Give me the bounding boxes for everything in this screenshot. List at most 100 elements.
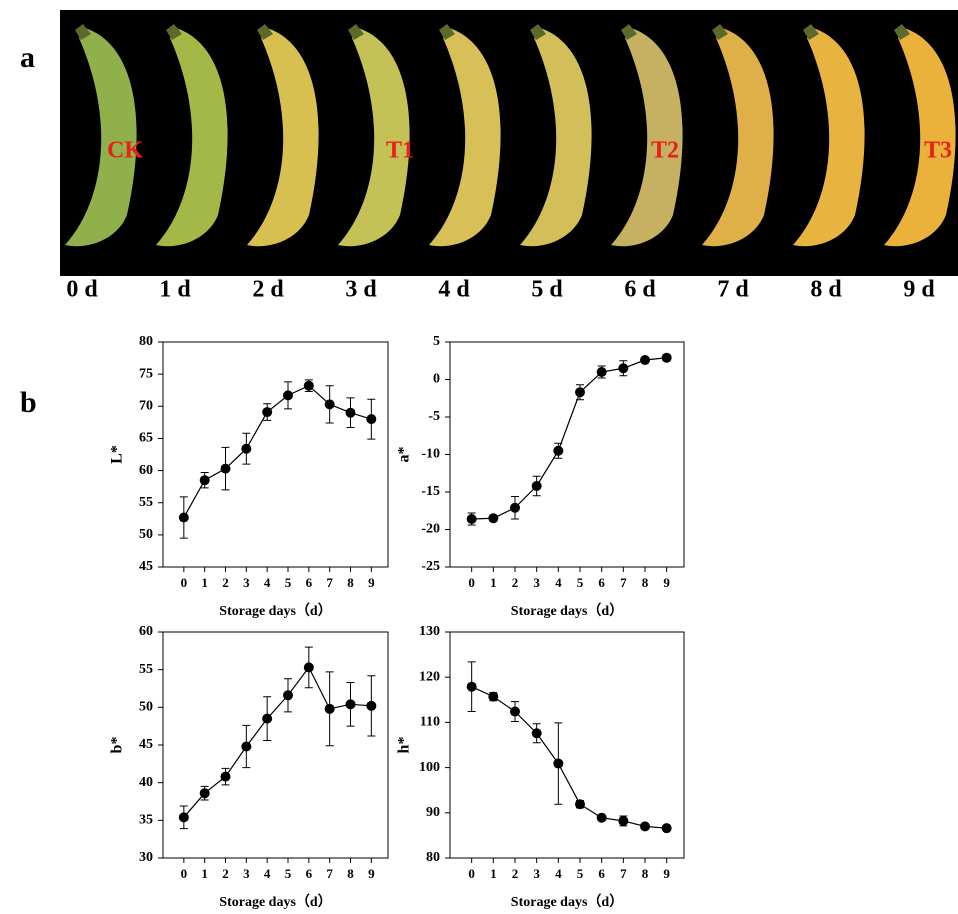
banana	[520, 28, 592, 247]
x-tick-label: 8	[642, 866, 649, 881]
x-tick-label: 3	[533, 866, 540, 881]
x-tick-label: 6	[306, 575, 313, 590]
day-label: 6 d	[624, 277, 656, 303]
x-tick-label: 1	[201, 575, 208, 590]
y-tick-label: 80	[139, 334, 153, 349]
y-tick-label: 50	[139, 527, 153, 542]
x-tick-label: 2	[512, 866, 519, 881]
x-tick-label: 6	[598, 575, 605, 590]
y-tick-label: 55	[139, 662, 153, 677]
y-tick-label: 60	[139, 624, 153, 639]
banana-stem	[75, 24, 91, 40]
y-axis-label: h*	[396, 737, 413, 754]
data-point	[618, 363, 629, 374]
x-tick-label: 4	[555, 575, 562, 590]
data-point	[553, 758, 564, 769]
banana	[338, 28, 410, 247]
treatment-label: CK	[107, 138, 143, 164]
y-tick-label: 45	[139, 737, 153, 752]
banana-stem	[439, 24, 455, 40]
x-axis-label: Storage days（d）	[219, 894, 331, 910]
banana	[702, 28, 774, 247]
banana-stem	[621, 24, 637, 40]
plot-frame	[449, 631, 685, 859]
treatment-label: T3	[924, 138, 952, 164]
day-label: 8 d	[810, 277, 842, 303]
x-tick-label: 4	[264, 866, 271, 881]
banana	[429, 28, 501, 247]
y-tick-label: 80	[426, 850, 440, 865]
x-tick-label: 6	[306, 866, 313, 881]
y-tick-label: -5	[428, 409, 440, 424]
x-tick-label: 8	[347, 575, 354, 590]
x-tick-label: 7	[326, 866, 333, 881]
day-label: 5 d	[531, 277, 563, 303]
data-point	[283, 390, 293, 401]
data-point	[531, 728, 542, 739]
panel-label: a	[20, 41, 35, 74]
x-tick-label: 9	[368, 575, 375, 590]
data-point	[324, 703, 335, 714]
series-line	[471, 357, 667, 520]
day-label: 4 d	[438, 277, 470, 303]
plot-frame	[162, 341, 389, 568]
y-tick-label: -25	[421, 559, 440, 574]
x-tick-label: 7	[620, 866, 627, 881]
y-tick-label: 60	[139, 463, 153, 478]
x-tick-label: 2	[222, 575, 229, 590]
day-label: 2 d	[252, 277, 284, 303]
x-tick-label: 7	[326, 575, 333, 590]
y-tick-label: 45	[139, 559, 153, 574]
x-tick-label: 4	[264, 575, 271, 590]
x-tick-label: 5	[577, 575, 584, 590]
x-tick-label: 1	[490, 866, 497, 881]
day-label: 0 d	[66, 277, 98, 303]
y-tick-label: 130	[419, 624, 440, 639]
banana-stem	[803, 24, 819, 40]
data-point	[661, 823, 672, 834]
series-line	[183, 666, 372, 818]
data-point	[220, 771, 231, 782]
panel-label: b	[20, 386, 37, 419]
series-line	[183, 385, 372, 518]
banana-photo	[65, 24, 956, 247]
y-tick-label: 110	[420, 715, 440, 730]
data-point	[531, 481, 542, 491]
x-tick-label: 8	[642, 575, 649, 590]
treatment-label: T2	[651, 138, 679, 164]
x-tick-label: 0	[468, 866, 475, 881]
data-point	[345, 407, 356, 418]
y-tick-label: 70	[139, 399, 153, 414]
x-tick-label: 5	[285, 575, 292, 590]
banana	[247, 28, 319, 247]
banana	[793, 28, 865, 247]
y-tick-label: 5	[433, 334, 440, 349]
data-point	[366, 700, 377, 711]
y-tick-label: 90	[426, 805, 440, 820]
data-point	[466, 681, 477, 692]
banana-stem	[166, 24, 182, 40]
data-point	[488, 513, 499, 524]
y-tick-label: 100	[419, 760, 440, 775]
x-tick-label: 3	[243, 866, 250, 881]
x-tick-label: 3	[533, 575, 540, 590]
data-point	[596, 367, 607, 377]
x-tick-label: 3	[243, 575, 250, 590]
day-label: 3 d	[345, 277, 377, 303]
data-point	[178, 512, 189, 523]
x-tick-label: 5	[285, 866, 292, 881]
y-tick-label: -10	[421, 447, 440, 462]
data-point	[178, 812, 189, 823]
banana-stem	[257, 24, 273, 40]
data-point	[596, 812, 607, 823]
y-tick-label: 75	[139, 366, 153, 381]
x-axis-label: Storage days（d）	[511, 894, 623, 910]
data-point	[510, 706, 520, 717]
x-tick-label: 8	[347, 866, 354, 881]
x-tick-label: 9	[663, 575, 670, 590]
x-tick-label: 0	[181, 866, 188, 881]
banana	[611, 28, 683, 247]
data-point	[199, 475, 210, 486]
banana-stem	[712, 24, 728, 40]
banana-stem	[894, 24, 910, 40]
